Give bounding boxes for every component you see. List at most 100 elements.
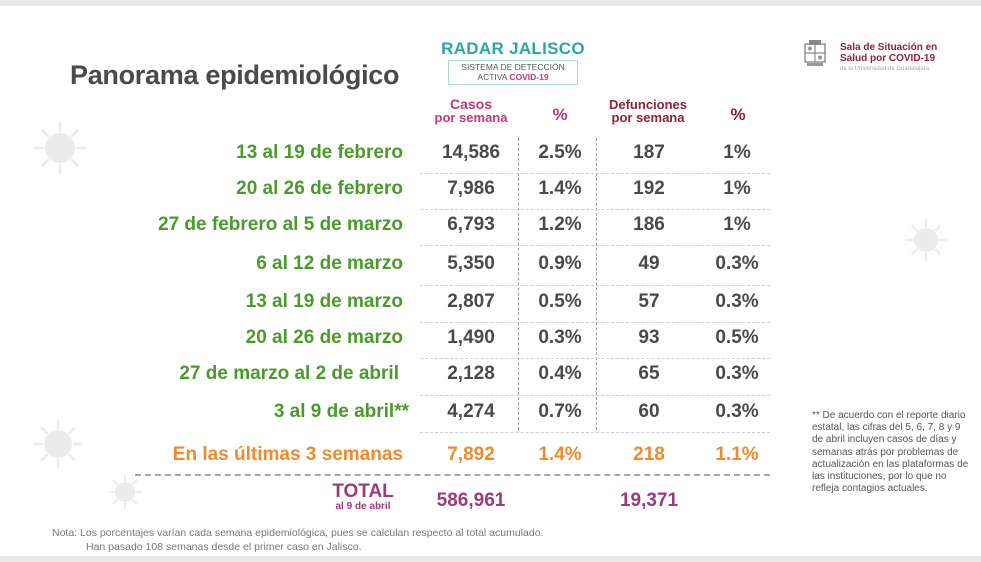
total-defunciones: 19,371 (619, 490, 679, 511)
slide: Panorama epidemiológico RADAR JALISCO SI… (0, 6, 981, 556)
row-divider (420, 245, 770, 246)
cell-defunciones: 93 (638, 327, 660, 348)
header-pct-casos: % (552, 105, 568, 124)
cell-casos: 5,350 (447, 253, 495, 274)
row-divider (420, 209, 770, 210)
footnote-line1: Nota: Los porcentajes varían cada semana… (52, 527, 544, 539)
row-label: 20 al 26 de febrero (236, 178, 403, 199)
sala-title: Sala de Situación en Salud por COVID-19 (840, 42, 937, 64)
radar-subtitle: SISTEMA DE DETECCIÓN ACTIVA COVID-19 (448, 60, 578, 85)
cell-casos: 6,793 (447, 214, 495, 235)
page-title: Panorama epidemiológico (70, 60, 400, 90)
radar-line2: ACTIVA COVID-19 (451, 72, 575, 82)
cell-pct-casos: 1.2% (538, 214, 582, 235)
header-casos: Casos por semana (426, 96, 516, 125)
table-row: 27 de marzo al 2 de abril 2,128 0.4% 65 … (0, 359, 981, 395)
cell-defunciones: 186 (633, 214, 665, 235)
table-row: 20 al 26 de febrero 7,986 1.4% 192 1% (0, 174, 981, 210)
cell-defunciones: 60 (638, 401, 660, 422)
total-date: al 9 de abril (335, 501, 391, 512)
radar-title: RADAR JALISCO (441, 39, 585, 58)
footnote: Nota: Los porcentajes varían cada semana… (52, 526, 543, 554)
cell-defunciones: 187 (633, 142, 665, 163)
summary-row: En las últimas 3 semanas 7,892 1.4% 218 … (0, 440, 981, 476)
cell-pct-def: 1% (723, 178, 751, 199)
header-casos-line1: Casos (449, 96, 493, 112)
sala-line2: Salud por COVID-19 (840, 53, 936, 64)
cell-defunciones: 49 (638, 253, 660, 274)
total-label: TOTAL al 9 de abril (318, 482, 408, 512)
row-divider (420, 173, 770, 174)
cell-pct-def: 0.3% (715, 291, 759, 312)
cell-pct-def: 1% (723, 214, 751, 235)
sala-situacion-logo: Sala de Situación en Salud por COVID-19 … (800, 36, 960, 76)
cell-casos: 2,807 (447, 291, 495, 312)
row-label: 20 al 26 de marzo (245, 327, 403, 348)
cell-pct-def: 0.3% (715, 253, 759, 274)
table-row: 27 de febrero al 5 de marzo 6,793 1.2% 1… (0, 210, 981, 246)
cell-casos: 7,986 (447, 178, 495, 199)
row-label: 27 de marzo al 2 de abril (179, 363, 399, 384)
header-pct-def: % (730, 105, 746, 124)
virus-icon (34, 122, 86, 174)
radar-line1: SISTEMA DE DETECCIÓN (461, 62, 565, 72)
row-divider (420, 285, 770, 286)
cell-pct-casos: 2.5% (538, 142, 582, 163)
radar-line2-prefix: ACTIVA (477, 72, 510, 82)
column-divider (596, 138, 597, 430)
column-divider (518, 138, 519, 430)
cell-pct-casos: 0.9% (538, 253, 582, 274)
cell-casos: 14,586 (441, 142, 501, 163)
summary-label: En las últimas 3 semanas (172, 444, 403, 465)
cell-pct-casos: 0.3% (538, 327, 582, 348)
table-row: 6 al 12 de marzo 5,350 0.9% 49 0.3% (0, 249, 981, 285)
row-divider (420, 358, 770, 359)
row-divider (420, 432, 770, 433)
side-note: ** De acuerdo con el reporte diario esta… (812, 410, 969, 495)
cell-pct-def: 0.3% (715, 401, 759, 422)
virus-icon (33, 419, 83, 469)
udg-crest-icon (804, 40, 826, 66)
row-label: 27 de febrero al 5 de marzo (158, 214, 403, 235)
cell-pct-def: 1% (723, 142, 751, 163)
row-label: 13 al 19 de marzo (245, 291, 403, 312)
table-row: 13 al 19 de febrero 14,586 2.5% 187 1% (0, 138, 981, 174)
cell-defunciones: 57 (638, 291, 660, 312)
row-label: 13 al 19 de febrero (236, 142, 403, 163)
row-label: 6 al 12 de marzo (256, 253, 403, 274)
total-casos: 586,961 (436, 490, 506, 511)
table-row: 3 al 9 de abril** 4,274 0.7% 60 0.3% (0, 397, 981, 433)
cell-casos: 4,274 (447, 401, 495, 422)
summary-defunciones: 218 (633, 444, 665, 465)
cell-pct-casos: 0.7% (538, 401, 582, 422)
radar-jalisco-logo: RADAR JALISCO SISTEMA DE DETECCIÓN ACTIV… (438, 39, 588, 85)
virus-icon (107, 474, 143, 510)
cell-pct-casos: 1.4% (538, 178, 582, 199)
header-casos-line2: por semana (434, 110, 508, 125)
table-row: 13 al 19 de marzo 2,807 0.5% 57 0.3% (0, 287, 981, 323)
cell-defunciones: 192 (633, 178, 665, 199)
cell-pct-casos: 0.4% (538, 363, 582, 384)
row-divider (420, 395, 770, 396)
summary-casos: 7,892 (447, 444, 495, 465)
radar-line2-bold: COVID-19 (509, 72, 549, 82)
header-def-line2: por semana (611, 110, 685, 125)
cell-pct-def: 0.5% (715, 327, 759, 348)
cell-pct-casos: 0.5% (538, 291, 582, 312)
cell-casos: 2,128 (447, 363, 495, 384)
summary-divider (135, 474, 770, 476)
footnote-line2: Han pasado 108 semanas desde el primer c… (86, 541, 362, 553)
sala-line1: Sala de Situación en (840, 42, 938, 53)
total-title: TOTAL (332, 481, 394, 502)
cell-pct-def: 0.3% (715, 363, 759, 384)
table-row: 20 al 26 de marzo 1,490 0.3% 93 0.5% (0, 323, 981, 359)
header-def-line1: Defunciones (608, 97, 687, 112)
row-label: 3 al 9 de abril** (273, 401, 409, 422)
virus-icon (905, 219, 947, 261)
row-divider (420, 322, 770, 323)
summary-pct-casos: 1.4% (538, 444, 582, 465)
sala-sub: de la Universidad de Guadalajara (840, 66, 930, 72)
header-defunciones: Defunciones por semana (598, 98, 698, 124)
cell-casos: 1,490 (447, 327, 495, 348)
cell-defunciones: 65 (638, 363, 660, 384)
